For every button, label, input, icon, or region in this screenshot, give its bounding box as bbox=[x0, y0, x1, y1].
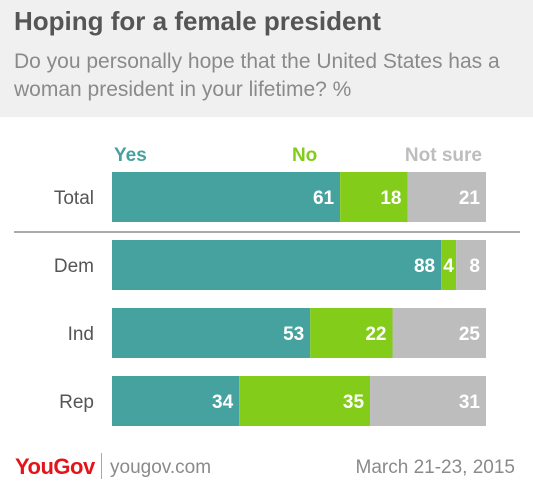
data-label-rep-no: 35 bbox=[343, 392, 365, 413]
bar-dem-no bbox=[441, 240, 457, 290]
data-label-dem-not-sure: 8 bbox=[469, 256, 480, 277]
bar-rep-no bbox=[239, 376, 371, 426]
footer-date: March 21-23, 2015 bbox=[355, 457, 516, 478]
category-label-ind: Ind bbox=[68, 324, 94, 345]
bar-total-not-sure bbox=[407, 172, 486, 222]
data-label-total-yes: 61 bbox=[313, 188, 335, 209]
data-label-rep-yes: 34 bbox=[212, 392, 234, 413]
category-label-rep: Rep bbox=[59, 392, 94, 413]
category-label-total: Total bbox=[54, 188, 94, 209]
bar-total-no bbox=[340, 172, 408, 222]
chart-subtitle: Do you personally hope that the United S… bbox=[14, 50, 500, 101]
bar-rep-not-sure bbox=[370, 376, 486, 426]
data-label-dem-no: 4 bbox=[443, 256, 454, 277]
data-label-dem-yes: 88 bbox=[414, 256, 435, 277]
bar-ind-yes bbox=[112, 308, 311, 358]
legend-not-sure: Not sure bbox=[405, 145, 482, 166]
data-label-ind-yes: 53 bbox=[283, 324, 304, 345]
stacked-bar-chart: Yes No Not sure Total 61 18 21 Dem 88 4 8 Ind 53 22 25… bbox=[14, 145, 520, 426]
header-panel: Hoping for a female president Do you per… bbox=[0, 0, 533, 117]
yougov-logo: YouGov bbox=[15, 454, 95, 479]
bar-dem-yes bbox=[112, 240, 442, 290]
data-label-total-not-sure: 21 bbox=[459, 188, 481, 209]
bar-dem-not-sure bbox=[456, 240, 486, 290]
footer-divider bbox=[101, 453, 102, 479]
data-label-ind-no: 22 bbox=[365, 324, 386, 345]
data-label-rep-not-sure: 31 bbox=[459, 392, 481, 413]
data-label-ind-not-sure: 25 bbox=[459, 324, 481, 345]
legend-no: No bbox=[292, 145, 317, 166]
bar-ind-not-sure bbox=[392, 308, 486, 358]
bar-total-yes bbox=[112, 172, 341, 222]
legend-yes: Yes bbox=[114, 145, 147, 166]
chart-title: Hoping for a female president bbox=[14, 6, 381, 36]
data-label-total-no: 18 bbox=[380, 188, 401, 209]
category-label-dem: Dem bbox=[54, 256, 94, 277]
bar-rep-yes bbox=[112, 376, 240, 426]
bar-ind-no bbox=[310, 308, 393, 358]
footer-website: yougov.com bbox=[110, 457, 212, 478]
